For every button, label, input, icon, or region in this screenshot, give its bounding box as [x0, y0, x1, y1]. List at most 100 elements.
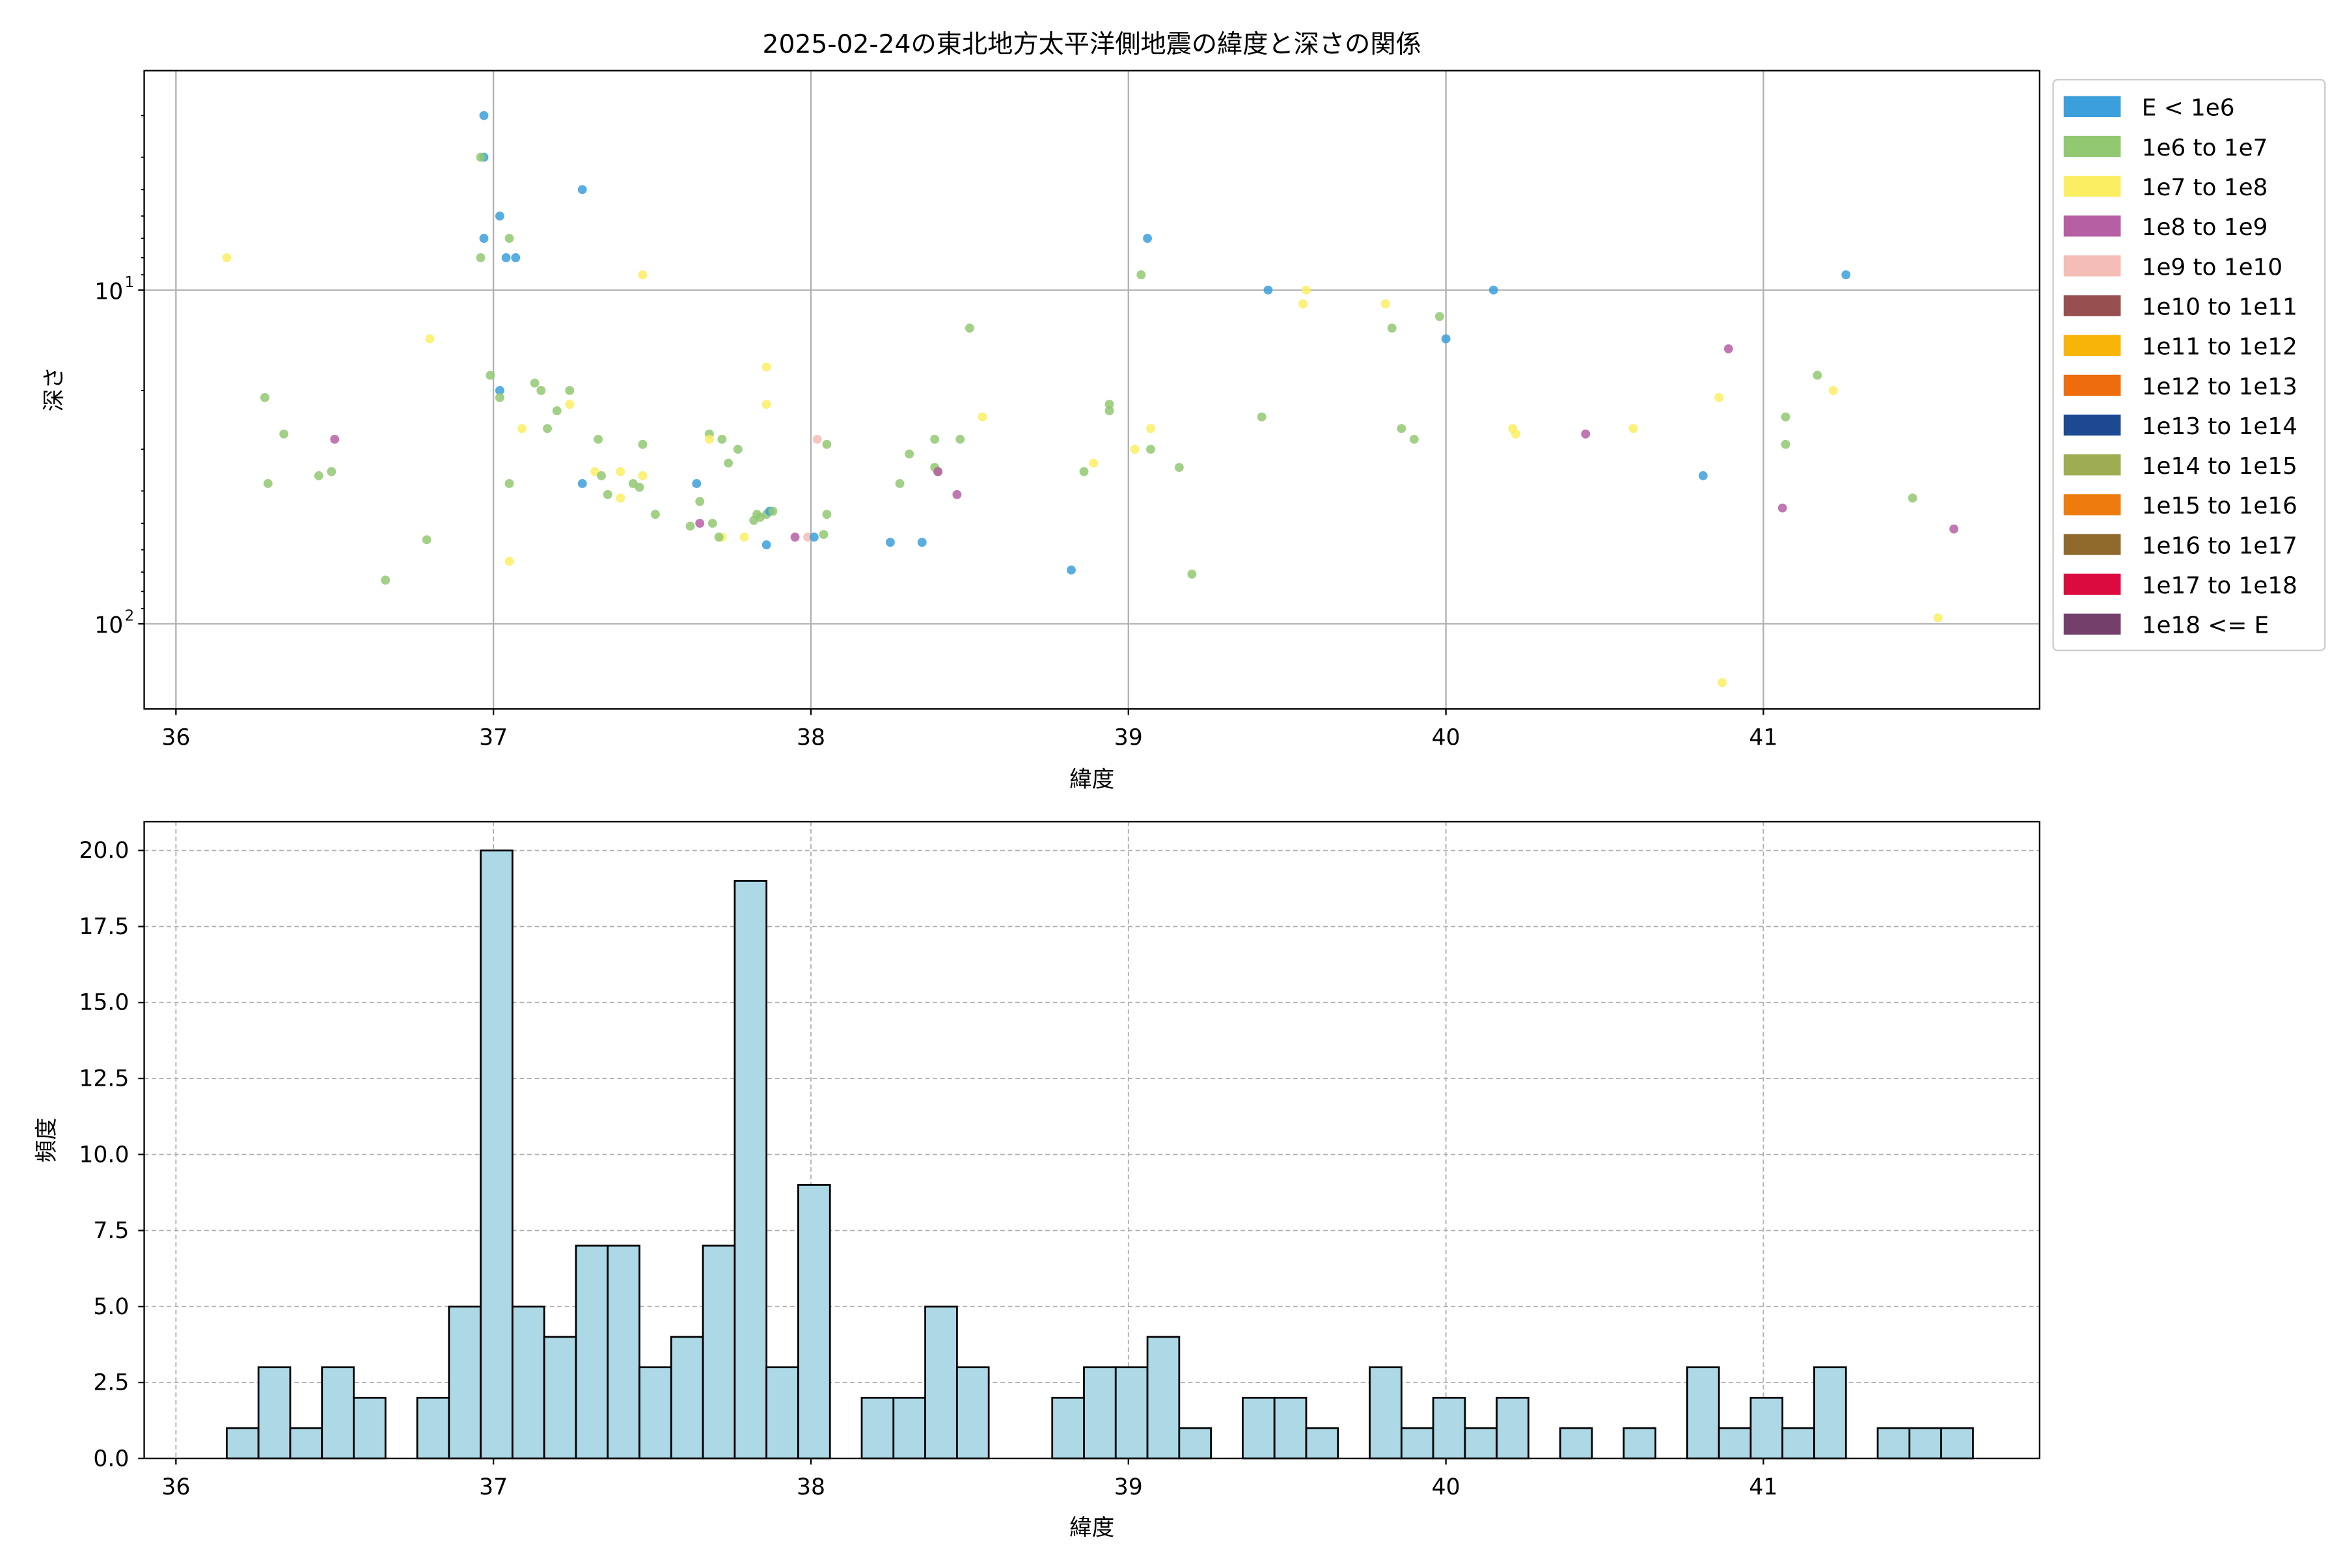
legend-label: 1e17 to 1e18 [2142, 573, 2297, 599]
histogram-bar [416, 1396, 450, 1460]
histogram-y-tick-label: 5.0 [93, 1294, 129, 1320]
histogram-bar [1146, 1336, 1181, 1460]
legend-swatch [2063, 494, 2121, 516]
scatter-point [886, 538, 895, 547]
scatter-point [1381, 299, 1390, 309]
histogram-bars [225, 849, 1974, 1460]
scatter-point [476, 253, 486, 262]
histogram-bar [1940, 1427, 1974, 1460]
scatter-point [1089, 458, 1099, 468]
scatter-point [717, 434, 727, 444]
scatter-x-tick-label: 36 [161, 725, 190, 751]
histogram-bar [1432, 1396, 1466, 1460]
legend-label: 1e13 to 1e14 [2142, 413, 2297, 440]
scatter-point [1409, 434, 1419, 444]
scatter-point [504, 557, 514, 566]
scatter-point [1777, 503, 1787, 513]
scatter-point [577, 185, 587, 195]
legend-label: 1e16 to 1e17 [2142, 532, 2297, 559]
scatter-point [1434, 312, 1444, 322]
scatter-point [425, 334, 435, 344]
scatter-point [616, 493, 625, 503]
histogram-bar [1273, 1396, 1308, 1460]
scatter-point [1723, 344, 1733, 353]
histogram-bar [1781, 1427, 1815, 1460]
histogram-bar [1718, 1427, 1752, 1460]
histogram-bar [225, 1427, 260, 1460]
scatter-point [476, 152, 486, 162]
histogram-bar [797, 1184, 831, 1460]
scatter-point [761, 540, 771, 549]
scatter-point [1908, 493, 1917, 503]
histogram-bar [1496, 1396, 1529, 1460]
scatter-point [819, 530, 829, 540]
histogram-bar [955, 1366, 990, 1460]
histogram-bar [257, 1366, 292, 1460]
legend-swatch [2063, 176, 2121, 197]
legend-label: 1e12 to 1e13 [2142, 374, 2297, 400]
scatter-point [495, 211, 504, 221]
scatter-point [651, 510, 660, 519]
scatter-point [930, 434, 940, 444]
legend-swatch [2063, 374, 2121, 396]
legend-frame [2052, 79, 2326, 652]
scatter-x-tick-label: 37 [479, 725, 508, 751]
scatter-point [809, 532, 819, 542]
scatter-point [1302, 285, 1311, 295]
histogram-bar [1464, 1427, 1498, 1460]
legend-label: 1e14 to 1e15 [2142, 453, 2297, 480]
scatter-points [222, 111, 1959, 687]
legend-swatch [2063, 295, 2121, 316]
legend-label: 1e7 to 1e8 [2142, 174, 2268, 201]
histogram-bar [1369, 1366, 1403, 1460]
histogram-y-tick-label: 10.0 [79, 1142, 129, 1168]
scatter-point [1781, 439, 1790, 449]
scatter-point [314, 471, 323, 480]
scatter-point [1714, 392, 1724, 402]
scatter-point [1841, 270, 1851, 280]
histogram-bar [1083, 1366, 1117, 1460]
scatter-y-tick-exponent: 2 [125, 608, 135, 625]
legend-label: 1e11 to 1e12 [2142, 334, 2297, 361]
scatter-point [552, 406, 562, 416]
scatter-point [733, 445, 743, 454]
scatter-x-tick-label: 40 [1432, 725, 1460, 751]
histogram-chart: 36 37 38 39 40 41 0.0 2.5 5.0 7.5 10.0 12.5 15.0 17.5… [34, 821, 2041, 1541]
histogram-x-axis-label: 緯度 [1069, 1515, 1114, 1541]
histogram-bar [289, 1427, 323, 1460]
histogram-bar [702, 1245, 736, 1460]
histogram-bar [321, 1366, 355, 1460]
legend-swatch [2063, 454, 2121, 476]
scatter-point [1581, 429, 1591, 439]
legend-swatch [2063, 613, 2121, 635]
scatter-point [695, 497, 705, 506]
histogram-bar [670, 1336, 704, 1460]
scatter-point [543, 424, 553, 433]
histogram-x-tick-label: 38 [797, 1474, 825, 1500]
histogram-bar [1908, 1427, 1943, 1460]
scatter-point [704, 434, 714, 444]
histogram-x-tick-label: 36 [161, 1474, 190, 1500]
scatter-point [1136, 270, 1146, 280]
histogram-y-tick-label: 0.0 [93, 1446, 129, 1472]
scatter-point [1949, 524, 1959, 534]
histogram-y-tick-label: 15.0 [79, 990, 129, 1016]
scatter-point [917, 538, 927, 547]
histogram-bar [1400, 1427, 1434, 1460]
histogram-bar [1242, 1396, 1276, 1460]
histogram-bar [892, 1396, 926, 1460]
scatter-point [1781, 412, 1790, 422]
scatter-point [952, 489, 962, 499]
scatter-point [1698, 471, 1708, 480]
histogram-y-tick-label: 2.5 [93, 1370, 129, 1396]
scatter-point [761, 400, 771, 409]
legend-swatch [2063, 215, 2121, 237]
scatter-point [768, 506, 778, 516]
histogram-x-tick-label: 40 [1432, 1474, 1460, 1500]
scatter-point [1257, 412, 1267, 422]
histogram-x-tick-label: 41 [1749, 1474, 1777, 1500]
scatter-point [330, 434, 340, 444]
